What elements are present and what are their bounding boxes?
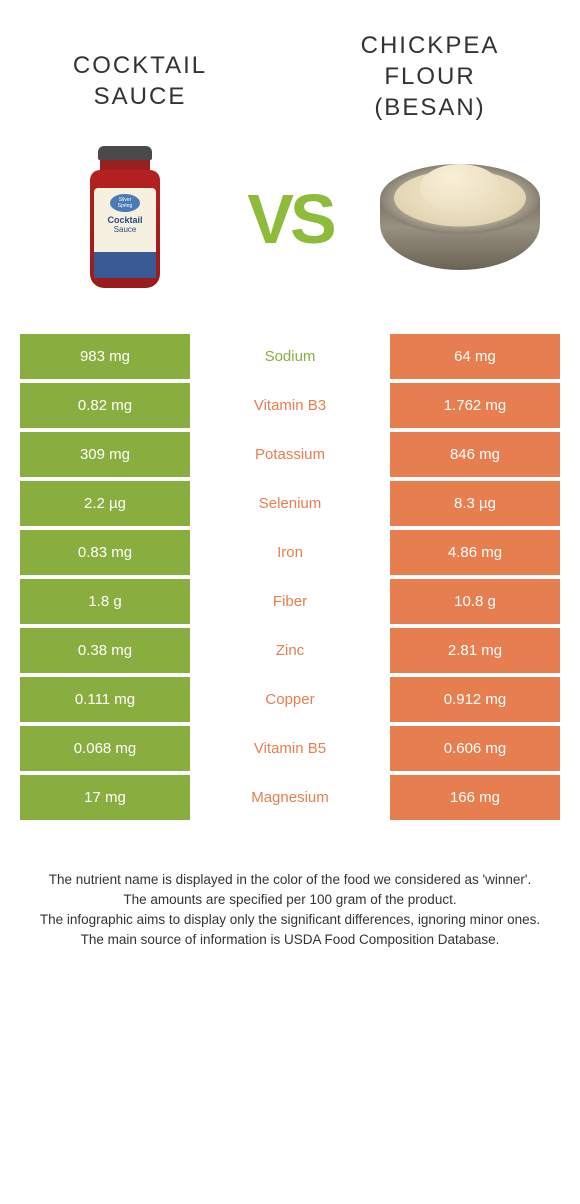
- table-row: 983 mgSodium64 mg: [20, 334, 560, 379]
- footnote-line: The main source of information is USDA F…: [30, 930, 550, 950]
- right-value: 8.3 µg: [390, 481, 560, 526]
- table-row: 309 mgPotassium846 mg: [20, 432, 560, 477]
- table-row: 0.38 mgZinc2.81 mg: [20, 628, 560, 673]
- nutrient-name: Magnesium: [190, 775, 390, 820]
- left-title-line1: COCKTAIL: [73, 52, 207, 79]
- left-value: 2.2 µg: [20, 481, 190, 526]
- footnote-line: The infographic aims to display only the…: [30, 910, 550, 930]
- nutrient-name: Iron: [190, 530, 390, 575]
- table-row: 1.8 gFiber10.8 g: [20, 579, 560, 624]
- nutrient-name: Sodium: [190, 334, 390, 379]
- footnote-line: The nutrient name is displayed in the co…: [30, 870, 550, 890]
- right-title-line1: CHICKPEA: [361, 32, 500, 59]
- right-value: 2.81 mg: [390, 628, 560, 673]
- nutrient-name: Vitamin B5: [190, 726, 390, 771]
- table-row: 0.111 mgCopper0.912 mg: [20, 677, 560, 722]
- left-title-line2: SAUCE: [94, 83, 187, 110]
- right-image: [380, 144, 530, 294]
- jar-icon: SilverSpring Cocktail Sauce: [90, 146, 160, 291]
- right-value: 166 mg: [390, 775, 560, 820]
- right-value: 4.86 mg: [390, 530, 560, 575]
- right-title-line3: (BESAN): [374, 94, 485, 121]
- right-value: 0.606 mg: [390, 726, 560, 771]
- left-image: SilverSpring Cocktail Sauce: [50, 144, 200, 294]
- nutrient-name: Zinc: [190, 628, 390, 673]
- table-row: 2.2 µgSelenium8.3 µg: [20, 481, 560, 526]
- table-row: 0.068 mgVitamin B50.606 mg: [20, 726, 560, 771]
- left-value: 0.068 mg: [20, 726, 190, 771]
- table-row: 0.83 mgIron4.86 mg: [20, 530, 560, 575]
- nutrient-name: Vitamin B3: [190, 383, 390, 428]
- left-value: 0.111 mg: [20, 677, 190, 722]
- bowl-icon: [380, 164, 530, 274]
- right-value: 1.762 mg: [390, 383, 560, 428]
- left-value: 309 mg: [20, 432, 190, 477]
- images-row: SilverSpring Cocktail Sauce VS: [0, 134, 580, 334]
- table-row: 0.82 mgVitamin B31.762 mg: [20, 383, 560, 428]
- nutrient-table: 983 mgSodium64 mg0.82 mgVitamin B31.762 …: [20, 334, 560, 820]
- right-value: 846 mg: [390, 432, 560, 477]
- right-title: CHICKPEA FLOUR (BESAN): [320, 30, 540, 124]
- footnotes: The nutrient name is displayed in the co…: [30, 870, 550, 951]
- nutrient-name: Fiber: [190, 579, 390, 624]
- header: COCKTAIL SAUCE CHICKPEA FLOUR (BESAN): [0, 0, 580, 134]
- table-row: 17 mgMagnesium166 mg: [20, 775, 560, 820]
- nutrient-name: Selenium: [190, 481, 390, 526]
- left-value: 0.82 mg: [20, 383, 190, 428]
- right-title-line2: FLOUR: [384, 63, 475, 90]
- right-value: 0.912 mg: [390, 677, 560, 722]
- nutrient-name: Potassium: [190, 432, 390, 477]
- vs-text: VS: [247, 179, 332, 259]
- right-value: 10.8 g: [390, 579, 560, 624]
- left-title: COCKTAIL SAUCE: [40, 50, 240, 112]
- left-value: 0.83 mg: [20, 530, 190, 575]
- left-value: 17 mg: [20, 775, 190, 820]
- right-value: 64 mg: [390, 334, 560, 379]
- left-value: 1.8 g: [20, 579, 190, 624]
- footnote-line: The amounts are specified per 100 gram o…: [30, 890, 550, 910]
- left-value: 983 mg: [20, 334, 190, 379]
- nutrient-name: Copper: [190, 677, 390, 722]
- left-value: 0.38 mg: [20, 628, 190, 673]
